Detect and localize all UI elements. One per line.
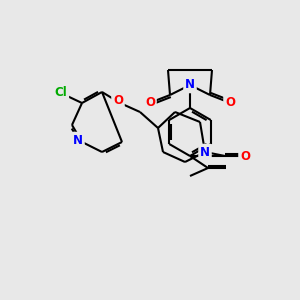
Text: N: N bbox=[185, 79, 195, 92]
Text: O: O bbox=[240, 149, 250, 163]
Text: O: O bbox=[145, 95, 155, 109]
Text: N: N bbox=[200, 146, 210, 158]
Text: O: O bbox=[113, 94, 123, 107]
Text: O: O bbox=[225, 95, 235, 109]
Text: N: N bbox=[73, 134, 83, 146]
Text: Cl: Cl bbox=[55, 86, 68, 100]
